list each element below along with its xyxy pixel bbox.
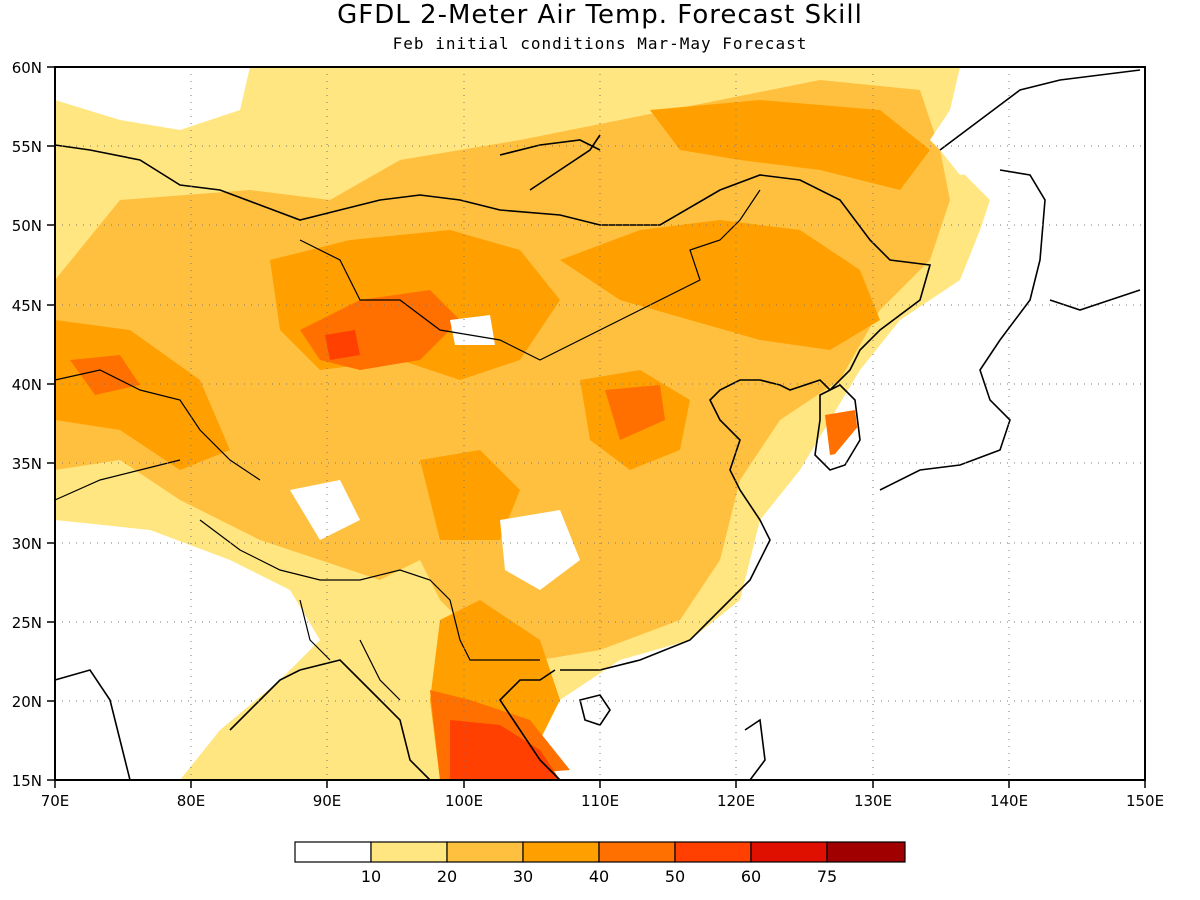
skill-region-below-10 (500, 510, 580, 590)
y-tick-label: 25N (12, 614, 42, 632)
colorbar-label: 10 (361, 867, 381, 886)
x-tick-label: 70E (41, 792, 70, 810)
y-tick-label: 15N (12, 772, 42, 790)
colorbar-label: 50 (665, 867, 685, 886)
y-tick-label: 30N (12, 535, 42, 553)
colorbar-label: 30 (513, 867, 533, 886)
axis-ticks (47, 66, 1146, 788)
x-tick-label: 90E (313, 792, 342, 810)
colorbar: 10 20 30 40 50 60 75 (294, 841, 906, 886)
colorbar-label: 40 (589, 867, 609, 886)
country-borders (54, 189, 761, 701)
skill-field (55, 67, 1145, 780)
colorbar-swatch (674, 841, 752, 863)
skill-region-40-50 (70, 355, 140, 395)
map-subtitle: Feb initial conditions Mar-May Forecast (392, 34, 808, 53)
colorbar-label: 60 (741, 867, 761, 886)
y-tick-label: 35N (12, 455, 42, 473)
x-tick-label: 150E (1126, 792, 1164, 810)
colorbar-swatch (522, 841, 600, 863)
x-tick-label: 140E (990, 792, 1028, 810)
x-tick-label: 130E (854, 792, 892, 810)
map-title: GFDL 2-Meter Air Temp. Forecast Skill (337, 0, 863, 30)
y-tick-label: 60N (12, 59, 42, 77)
colorbar-swatch (826, 841, 906, 863)
y-tick-label: 55N (12, 138, 42, 156)
x-tick-label: 80E (177, 792, 206, 810)
coastlines (54, 69, 1141, 781)
colorbar-label: 75 (817, 867, 837, 886)
skill-region-30-40 (420, 450, 520, 540)
y-tick-label: 40N (12, 376, 42, 394)
skill-region-below-10 (450, 315, 495, 345)
skill-region-50-60 (450, 720, 560, 780)
skill-region-30-40 (560, 220, 880, 350)
x-axis-tick-labels: 70E 80E 90E 100E 110E 120E 130E 140E 150… (41, 792, 1164, 810)
x-tick-label: 120E (717, 792, 755, 810)
skill-region-below-10 (55, 67, 250, 130)
y-tick-label: 50N (12, 217, 42, 235)
colorbar-swatch (750, 841, 828, 863)
skill-region-below-10 (750, 67, 1145, 780)
y-tick-label: 45N (12, 297, 42, 315)
colorbar-swatch (598, 841, 676, 863)
skill-region-30-40 (650, 100, 930, 190)
skill-region-below-10 (55, 520, 320, 780)
x-tick-label: 100E (445, 792, 483, 810)
colorbar-swatch (294, 841, 372, 863)
y-tick-label: 20N (12, 693, 42, 711)
y-axis-tick-labels: 15N 20N 25N 30N 35N 40N 45N 50N 55N 60N (12, 59, 42, 790)
skill-region-below-10 (290, 480, 360, 540)
x-tick-label: 110E (581, 792, 619, 810)
skill-region-40-50 (605, 385, 665, 440)
colorbar-label: 20 (437, 867, 457, 886)
colorbar-swatch (370, 841, 448, 863)
skill-region-50-60 (325, 330, 360, 360)
colorbar-swatch (446, 841, 524, 863)
